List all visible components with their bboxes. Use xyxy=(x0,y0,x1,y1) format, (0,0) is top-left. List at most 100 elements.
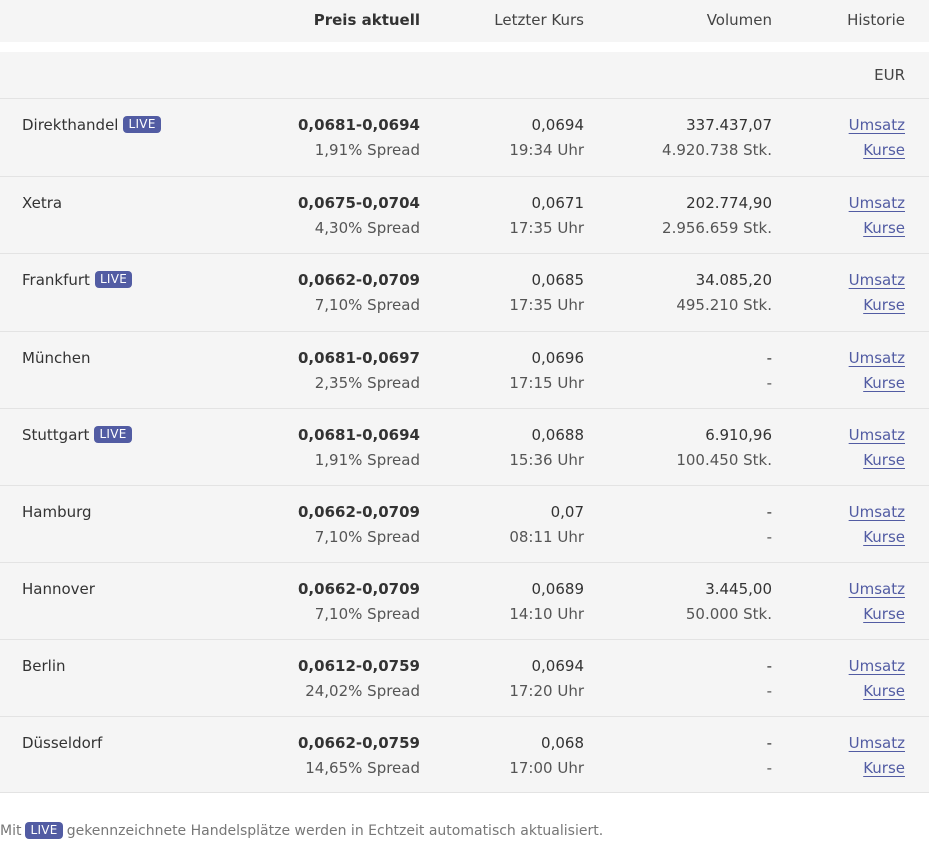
table-row: Hamburg 0,0662-0,0709 7,10% Spread 0,07 08:1… xyxy=(0,486,929,563)
volume-pieces: 495.210 Stk. xyxy=(676,296,772,314)
umsatz-link[interactable]: Umsatz xyxy=(848,734,905,752)
venue-name-label: Frankfurt xyxy=(22,271,90,289)
bid-ask-price: 0,0662-0,0709 xyxy=(298,271,420,289)
table-row: Stuttgart LIVE 0,0681-0,0694 1,91% Spread 0,… xyxy=(0,409,929,486)
bid-ask-price: 0,0681-0,0694 xyxy=(298,116,420,134)
table-row: Frankfurt LIVE 0,0662-0,0709 7,10% Spread 0,… xyxy=(0,254,929,332)
venue-name-label: Direkthandel xyxy=(22,116,119,134)
table-row: Direkthandel LIVE 0,0681-0,0694 1,91% Sprea… xyxy=(0,99,929,177)
last-price: 0,07 xyxy=(550,503,584,521)
last-price-time: 17:00 Uhr xyxy=(509,759,584,777)
currency-row: EUR xyxy=(0,52,929,99)
table-header: Preis aktuell Letzter Kurs Volumen Histo… xyxy=(0,0,929,42)
kurse-link[interactable]: Kurse xyxy=(863,296,905,314)
volume-value: 34.085,20 xyxy=(695,271,772,289)
volume-cell: 3.445,00 50.000 Stk. xyxy=(686,577,772,627)
last-price-time: 17:35 Uhr xyxy=(509,296,584,314)
volume-value: - xyxy=(766,503,772,521)
venue-name-label: München xyxy=(22,349,91,367)
last-price-time: 19:34 Uhr xyxy=(509,141,584,159)
last-price-cell: 0,068 17:00 Uhr xyxy=(509,731,584,781)
venue-name: Direkthandel LIVE xyxy=(22,113,161,138)
kurse-link[interactable]: Kurse xyxy=(863,682,905,700)
price-cell: 0,0681-0,0697 2,35% Spread xyxy=(298,346,420,396)
column-header-last-price[interactable]: Letzter Kurs xyxy=(494,11,584,29)
umsatz-link[interactable]: Umsatz xyxy=(848,194,905,212)
kurse-link[interactable]: Kurse xyxy=(863,759,905,777)
umsatz-link[interactable]: Umsatz xyxy=(848,349,905,367)
kurse-link[interactable]: Kurse xyxy=(863,141,905,159)
table-row: Xetra 0,0675-0,0704 4,30% Spread 0,0671 17:3… xyxy=(0,177,929,254)
volume-pieces: 2.956.659 Stk. xyxy=(662,219,772,237)
last-price: 0,0696 xyxy=(531,349,585,367)
live-badge: LIVE xyxy=(123,116,161,133)
last-price: 0,0685 xyxy=(531,271,585,289)
kurse-link[interactable]: Kurse xyxy=(863,605,905,623)
price-cell: 0,0681-0,0694 1,91% Spread xyxy=(298,113,420,163)
column-header-volume[interactable]: Volumen xyxy=(706,11,772,29)
footnote-text: gekennzeichnete Handelsplätze werden in … xyxy=(66,823,604,839)
history-cell: Umsatz Kurse xyxy=(849,654,905,704)
live-badge: LIVE xyxy=(25,822,63,839)
last-price-time: 08:11 Uhr xyxy=(509,528,584,546)
venue-name-label: Berlin xyxy=(22,657,66,675)
volume-pieces: 100.450 Stk. xyxy=(676,451,772,469)
price-cell: 0,0681-0,0694 1,91% Spread xyxy=(298,423,420,473)
history-cell: Umsatz Kurse xyxy=(849,500,905,550)
volume-value: 6.910,96 xyxy=(705,426,772,444)
spread-value: 1,91% Spread xyxy=(314,451,420,469)
volume-cell: -- xyxy=(767,346,772,396)
history-cell: Umsatz Kurse xyxy=(849,731,905,781)
umsatz-link[interactable]: Umsatz xyxy=(848,503,905,521)
volume-value: - xyxy=(766,734,772,752)
spread-value: 14,65% Spread xyxy=(305,759,420,777)
volume-value: 202.774,90 xyxy=(686,194,772,212)
venue-name: Berlin xyxy=(22,654,66,679)
last-price: 0,0689 xyxy=(531,580,585,598)
table-row: Berlin 0,0612-0,0759 24,02% Spread 0,0694 17… xyxy=(0,640,929,717)
kurse-link[interactable]: Kurse xyxy=(863,374,905,392)
volume-pieces: - xyxy=(766,374,772,392)
bid-ask-price: 0,0662-0,0709 xyxy=(298,503,420,521)
table-row: Düsseldorf 0,0662-0,0759 14,65% Spread 0,06… xyxy=(0,717,929,793)
spread-value: 1,91% Spread xyxy=(314,141,420,159)
last-price-cell: 0,0696 17:15 Uhr xyxy=(509,346,584,396)
last-price-cell: 0,0694 17:20 Uhr xyxy=(509,654,584,704)
umsatz-link[interactable]: Umsatz xyxy=(848,271,905,289)
history-cell: Umsatz Kurse xyxy=(849,423,905,473)
last-price: 0,0671 xyxy=(531,194,585,212)
umsatz-link[interactable]: Umsatz xyxy=(848,426,905,444)
bid-ask-price: 0,0675-0,0704 xyxy=(298,194,420,212)
kurse-link[interactable]: Kurse xyxy=(863,219,905,237)
venue-name: Hannover xyxy=(22,577,95,602)
last-price-cell: 0,0685 17:35 Uhr xyxy=(509,268,584,318)
venue-name-label: Hamburg xyxy=(22,503,92,521)
history-cell: Umsatz Kurse xyxy=(849,346,905,396)
volume-pieces: 4.920.738 Stk. xyxy=(662,141,772,159)
volume-pieces: - xyxy=(766,682,772,700)
trading-venues-table: Preis aktuell Letzter Kurs Volumen Histo… xyxy=(0,0,929,793)
volume-cell: 6.910,96 100.450 Stk. xyxy=(676,423,772,473)
live-footnote: Mit LIVE gekennzeichnete Handelsplätze wer… xyxy=(0,820,603,842)
column-header-price[interactable]: Preis aktuell xyxy=(313,11,420,29)
kurse-link[interactable]: Kurse xyxy=(863,528,905,546)
volume-value: - xyxy=(766,349,772,367)
venue-name: Stuttgart LIVE xyxy=(22,423,132,448)
venue-name-label: Xetra xyxy=(22,194,63,212)
bid-ask-price: 0,0662-0,0759 xyxy=(298,734,420,752)
last-price-cell: 0,0688 15:36 Uhr xyxy=(509,423,584,473)
spread-value: 24,02% Spread xyxy=(305,682,420,700)
umsatz-link[interactable]: Umsatz xyxy=(848,657,905,675)
umsatz-link[interactable]: Umsatz xyxy=(848,116,905,134)
kurse-link[interactable]: Kurse xyxy=(863,451,905,469)
venue-name: München xyxy=(22,346,90,371)
last-price: 0,0688 xyxy=(531,426,585,444)
umsatz-link[interactable]: Umsatz xyxy=(848,580,905,598)
venue-name: Xetra xyxy=(22,191,62,216)
volume-cell: -- xyxy=(767,654,772,704)
price-cell: 0,0612-0,0759 24,02% Spread xyxy=(298,654,420,704)
history-cell: Umsatz Kurse xyxy=(849,113,905,163)
volume-value: 337.437,07 xyxy=(686,116,772,134)
last-price: 0,068 xyxy=(541,734,584,752)
last-price-time: 17:35 Uhr xyxy=(509,219,584,237)
